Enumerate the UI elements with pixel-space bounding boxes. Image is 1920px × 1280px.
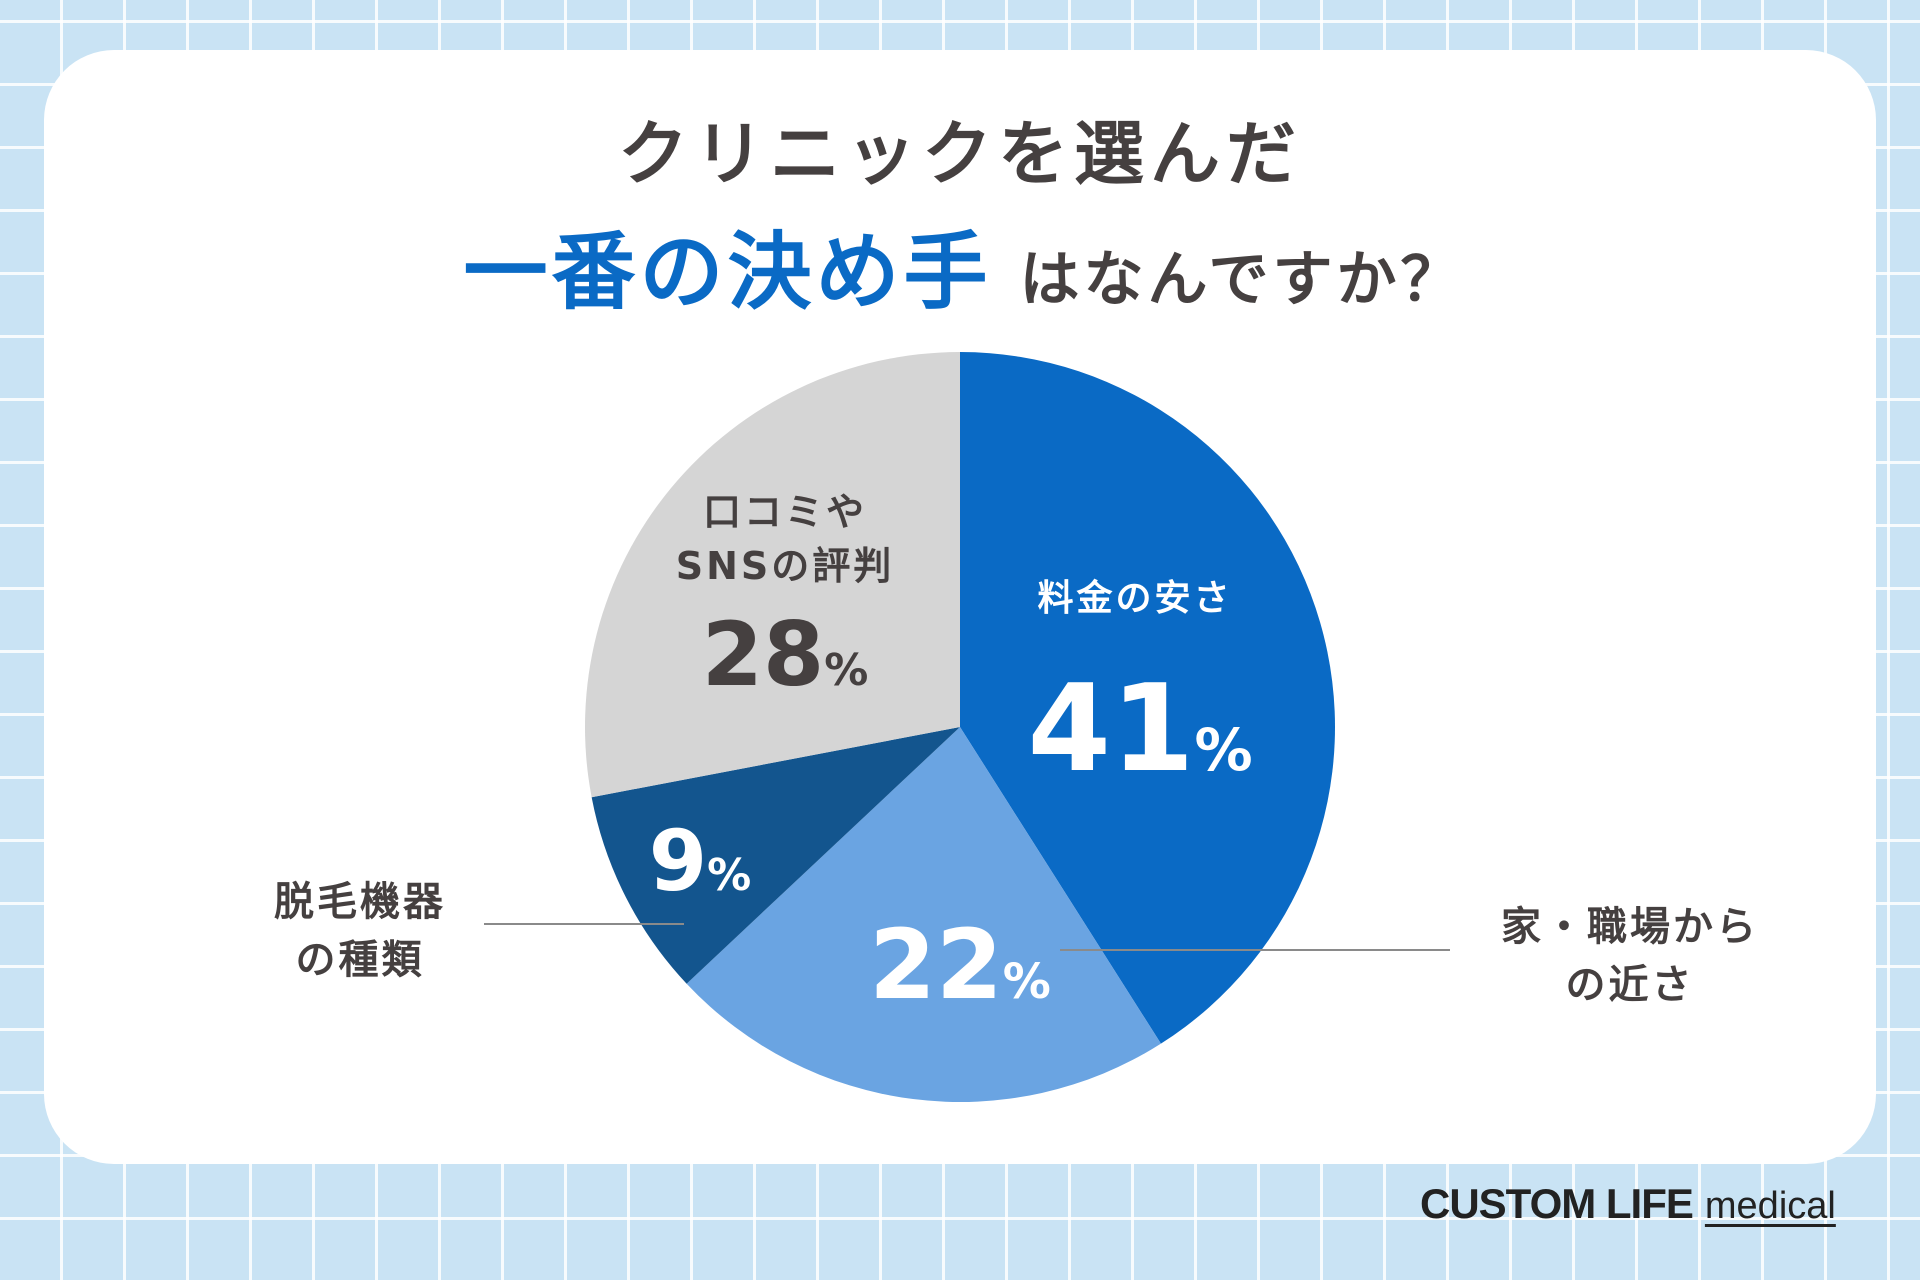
slice-value-label: 41% [1027, 660, 1252, 799]
slice-category-label: 脱毛機器 [274, 879, 446, 925]
title-line-2: 一番の決め手 はなんですか？ [0, 205, 1920, 326]
slice-reviews [584, 352, 960, 798]
slice-value-label: 28% [702, 603, 869, 706]
title-rest: はなんですか？ [1019, 245, 1465, 315]
slice-category-label: SNSの評判 [676, 544, 895, 588]
slice-value-label: 22% [869, 909, 1051, 1021]
logo-main: CUSTOM LIFE [1420, 1180, 1694, 1227]
slice-category-label: 料金の安さ [1037, 577, 1232, 619]
slice-location [686, 727, 1161, 1102]
slice-price [960, 352, 1335, 1044]
brand-logo: CUSTOM LIFE medical [1420, 1178, 1836, 1228]
slice-category-label: 口コミや [703, 490, 867, 534]
title-line-1: クリニックを選んだ [618, 113, 1302, 195]
logo-sub: medical [1704, 1185, 1836, 1227]
slice-value-label: 9% [649, 812, 752, 910]
slice-category-label: 家・職場から [1501, 904, 1759, 950]
slice-category-label: の近さ [1566, 962, 1695, 1008]
title-highlight: 一番の決め手 [447, 205, 1008, 326]
slice-category-label: の種類 [296, 937, 425, 983]
slice-device [591, 727, 960, 984]
